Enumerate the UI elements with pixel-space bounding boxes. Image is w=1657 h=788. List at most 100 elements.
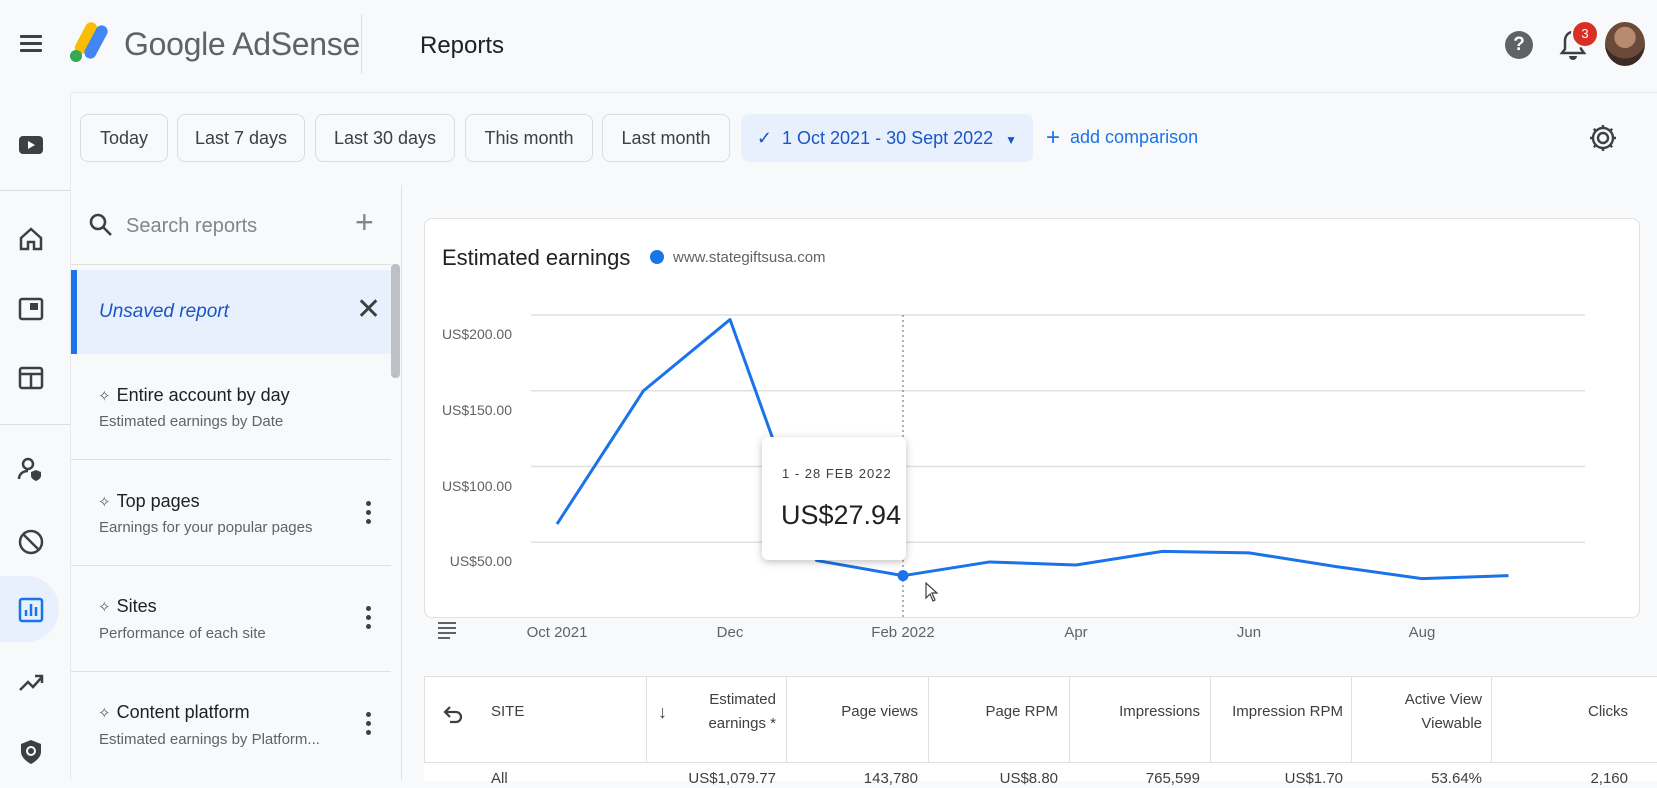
column-header-active-view-viewable[interactable]: Active View Viewable — [1404, 691, 1482, 732]
more-options-icon[interactable] — [358, 499, 378, 527]
column-header-site[interactable]: SITE — [491, 703, 525, 720]
row-cell-active-view: 53.64% — [1431, 770, 1482, 787]
row-cell-clicks: 2,160 — [1590, 770, 1628, 787]
selected-indicator — [71, 270, 77, 354]
column-divider — [1210, 676, 1211, 762]
main-menu-icon[interactable] — [18, 30, 44, 56]
y-tick-label: US$100.00 — [441, 477, 512, 494]
report-table-header — [424, 676, 1657, 763]
date-range-label: 1 Oct 2021 - 30 Sept 2022 — [782, 128, 994, 148]
rail-divider — [0, 190, 70, 191]
row-cell-impressions: 765,599 — [1145, 770, 1200, 787]
chip-last-30-days[interactable]: Last 30 days — [315, 114, 455, 162]
x-tick-label: Aug — [1408, 624, 1436, 641]
user-avatar[interactable] — [1605, 22, 1645, 66]
sidebar-item-title: Sites — [116, 596, 157, 616]
ads-icon[interactable] — [17, 295, 45, 323]
sort-arrow-icon[interactable]: ↓ — [658, 702, 667, 722]
chart-menu-icon[interactable] — [438, 622, 456, 639]
sidebar-item-sites[interactable]: ✧ Sites — [98, 596, 157, 617]
column-header-clicks[interactable]: Clicks — [1588, 703, 1628, 720]
sparkle-icon: ✧ — [98, 494, 111, 511]
column-divider — [1351, 676, 1352, 762]
sidebar-item-subtitle: Estimated earnings by Platform... — [99, 731, 320, 748]
rail-divider — [0, 424, 70, 425]
sites-layout-icon[interactable] — [17, 364, 45, 392]
youtube-icon[interactable] — [17, 131, 45, 159]
sidebar-item-subtitle: Earnings for your popular pages — [99, 519, 313, 536]
chip-last-7-days[interactable]: Last 7 days — [177, 114, 305, 162]
column-header-page-views[interactable]: Page views — [841, 703, 918, 720]
column-header-impression-rpm[interactable]: Impression RPM — [1232, 703, 1343, 720]
sidebar-item-title: Content platform — [116, 702, 250, 722]
mouse-cursor-icon — [925, 582, 939, 602]
chip-this-month[interactable]: This month — [465, 114, 593, 162]
brand-name: Google AdSense — [124, 26, 360, 62]
reports-icon[interactable] — [17, 596, 45, 624]
date-range-selector[interactable]: ✓ 1 Oct 2021 - 30 Sept 2022 ▼ — [741, 114, 1033, 162]
sidebar-item-title: Entire account by day — [116, 385, 290, 405]
add-comparison-label: add comparison — [1070, 127, 1199, 147]
unsaved-report-item[interactable] — [71, 270, 391, 354]
chart-title: Estimated earnings — [442, 245, 631, 270]
sidebar-item-subtitle: Performance of each site — [99, 625, 266, 642]
row-cell-impression-rpm: US$1.70 — [1284, 770, 1343, 787]
more-options-icon[interactable] — [358, 604, 378, 632]
row-cell-earnings: US$1,079.77 — [688, 770, 776, 787]
column-divider — [786, 676, 787, 762]
x-tick-label: Feb 2022 — [871, 624, 935, 641]
sidebar-item-entire-account[interactable]: ✧ Entire account by day — [98, 385, 290, 406]
sparkle-icon: ✧ — [98, 705, 111, 722]
settings-gear-icon[interactable] — [1587, 122, 1619, 154]
sidebar-divider — [71, 671, 391, 672]
policy-center-icon[interactable] — [17, 738, 45, 766]
tooltip-value: US$27.94 — [781, 500, 902, 530]
close-icon[interactable]: ✕ — [356, 293, 382, 326]
sparkle-icon: ✧ — [98, 599, 111, 616]
blocking-controls-icon[interactable] — [17, 528, 45, 556]
sidebar-item-subtitle: Estimated earnings by Date — [99, 413, 284, 430]
row-cell-page-rpm: US$8.80 — [999, 770, 1058, 787]
sidebar-divider — [71, 565, 391, 566]
add-comparison-button[interactable]: + add comparison — [1046, 124, 1198, 152]
dropdown-arrow-icon: ▼ — [1005, 133, 1018, 147]
column-divider — [928, 676, 929, 762]
more-options-icon[interactable] — [358, 710, 378, 738]
search-reports-input[interactable] — [124, 206, 338, 246]
x-tick-label: Apr — [1064, 624, 1088, 641]
y-tick-label: US$50.00 — [449, 553, 512, 570]
home-icon[interactable] — [17, 225, 45, 253]
column-divider — [1491, 676, 1492, 762]
chip-today[interactable]: Today — [80, 114, 168, 162]
header-divider — [361, 14, 362, 74]
column-divider — [646, 676, 647, 762]
page-title: Reports — [420, 32, 505, 59]
chip-last-month[interactable]: Last month — [602, 114, 730, 162]
optimization-trend-icon[interactable] — [17, 668, 45, 696]
y-tick-label: US$200.00 — [441, 326, 512, 342]
column-header-impressions[interactable]: Impressions — [1119, 703, 1200, 720]
sidebar-divider — [71, 459, 391, 460]
undo-icon[interactable] — [441, 703, 465, 727]
column-header-page-rpm[interactable]: Page RPM — [985, 703, 1058, 720]
search-icon — [89, 213, 112, 236]
unsaved-report-label: Unsaved report — [99, 301, 229, 322]
new-report-plus-icon[interactable]: + — [355, 204, 374, 240]
y-tick-label: US$150.00 — [441, 401, 512, 418]
row-cell-site: All — [491, 770, 508, 787]
sidebar-divider — [71, 264, 391, 265]
help-icon[interactable]: ? — [1505, 31, 1533, 59]
column-header-estimated-earnings[interactable]: Estimated earnings * — [708, 691, 776, 732]
column-divider — [1069, 676, 1070, 762]
left-nav-rail — [0, 92, 71, 780]
sidebar-item-top-pages[interactable]: ✧ Top pages — [98, 491, 200, 512]
rail-active-indicator — [0, 576, 59, 642]
sidebar-item-content-platform[interactable]: ✧ Content platform — [98, 702, 250, 723]
legend-swatch — [650, 250, 664, 264]
notification-count-badge: 3 — [1571, 20, 1599, 48]
top-app-bar — [0, 0, 1657, 93]
check-icon: ✓ — [756, 128, 773, 148]
table-row[interactable] — [424, 762, 1657, 781]
privacy-messaging-icon[interactable] — [17, 455, 45, 483]
sidebar-scrollbar[interactable] — [391, 264, 400, 378]
